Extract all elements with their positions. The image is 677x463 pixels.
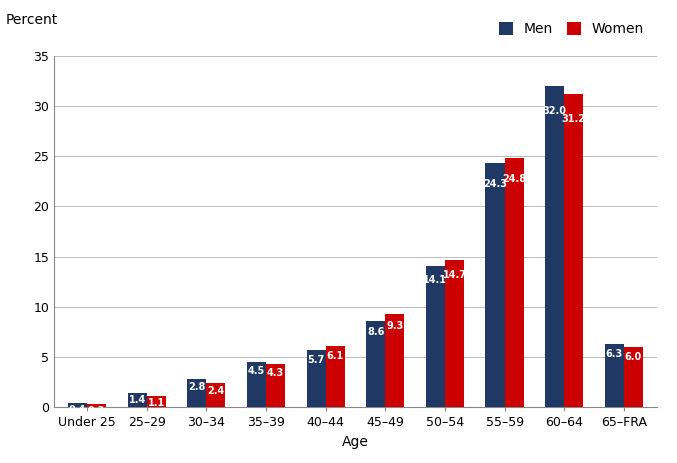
- Text: 24.3: 24.3: [483, 179, 507, 189]
- Bar: [485, 163, 504, 407]
- Bar: [445, 260, 464, 407]
- Text: 32.0: 32.0: [543, 106, 567, 116]
- Text: 6.1: 6.1: [326, 351, 344, 361]
- Text: 8.6: 8.6: [367, 327, 385, 337]
- Bar: [147, 396, 166, 407]
- Bar: [426, 266, 445, 407]
- Bar: [188, 379, 206, 407]
- Text: 1.4: 1.4: [129, 395, 146, 405]
- Bar: [545, 86, 564, 407]
- Bar: [87, 404, 106, 407]
- Bar: [266, 364, 285, 407]
- Text: 0.3: 0.3: [88, 406, 105, 416]
- Text: 2.8: 2.8: [188, 382, 205, 392]
- Text: 31.2: 31.2: [562, 113, 586, 124]
- Text: Percent: Percent: [6, 13, 58, 27]
- Text: 6.3: 6.3: [606, 349, 623, 359]
- Text: 1.1: 1.1: [148, 398, 165, 408]
- Text: 5.7: 5.7: [307, 355, 325, 364]
- Text: 0.4: 0.4: [69, 405, 86, 415]
- Bar: [127, 394, 147, 407]
- Text: 14.7: 14.7: [443, 269, 466, 280]
- Text: 4.3: 4.3: [267, 368, 284, 378]
- Bar: [564, 94, 584, 407]
- Bar: [366, 321, 385, 407]
- Bar: [624, 347, 643, 407]
- Bar: [385, 314, 404, 407]
- Bar: [504, 158, 523, 407]
- X-axis label: Age: Age: [342, 435, 369, 449]
- Text: 24.8: 24.8: [502, 174, 526, 184]
- Bar: [206, 383, 225, 407]
- Bar: [307, 350, 326, 407]
- Bar: [247, 362, 266, 407]
- Text: 2.4: 2.4: [207, 386, 225, 396]
- Text: 14.1: 14.1: [423, 275, 447, 285]
- Bar: [326, 346, 345, 407]
- Bar: [68, 403, 87, 407]
- Text: 4.5: 4.5: [248, 366, 265, 376]
- Bar: [605, 344, 624, 407]
- Text: 9.3: 9.3: [386, 320, 403, 331]
- Text: 6.0: 6.0: [625, 352, 642, 362]
- Legend: Men, Women: Men, Women: [494, 17, 650, 42]
